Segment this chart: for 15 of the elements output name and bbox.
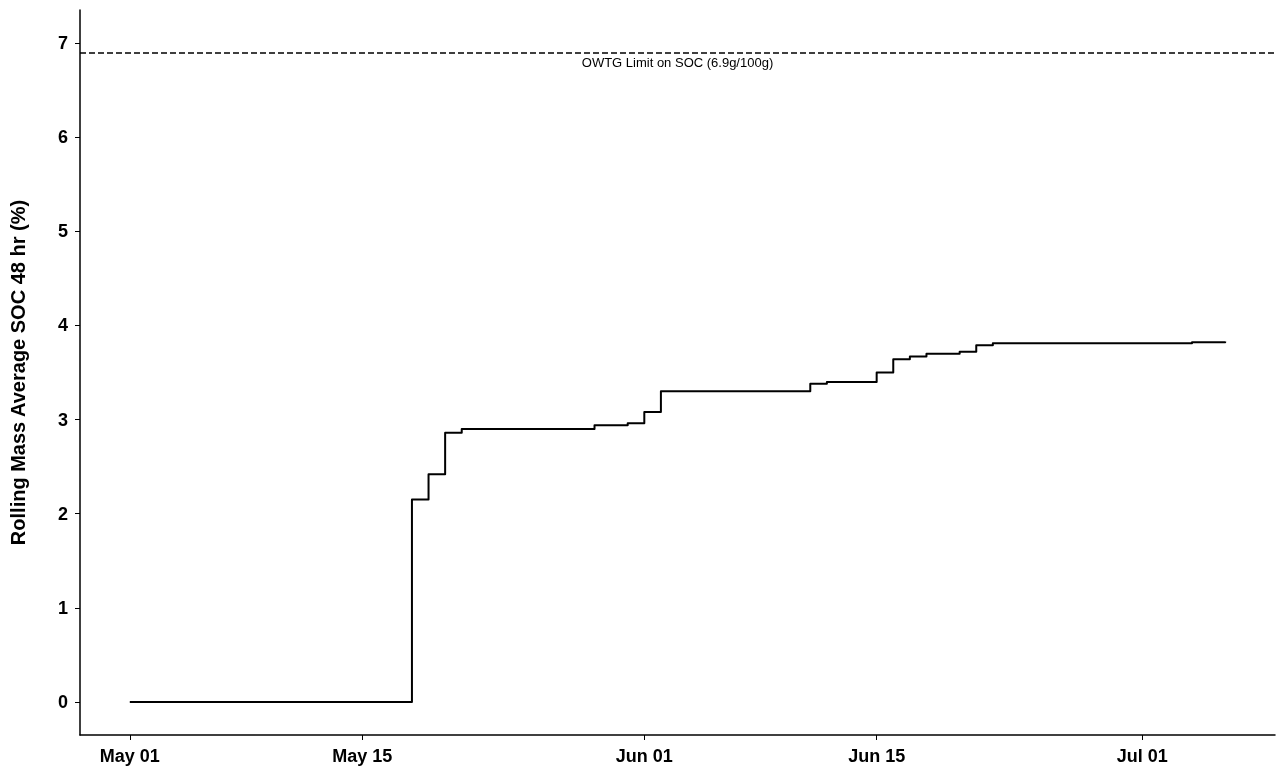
x-tick-label: Jun 15 [848, 746, 906, 766]
y-tick-label: 4 [57, 315, 68, 336]
x-tick-label: Jun 01 [615, 746, 673, 766]
y-tick-label: 6 [57, 127, 68, 148]
x-tick-label: Jul 01 [1116, 746, 1168, 766]
ref-line-label: OWTG Limit on SOC (6.9g/100g) [581, 55, 774, 71]
y-axis-title: Rolling Mass Average SOC 48 hr (%) [7, 199, 29, 546]
y-tick-label: 1 [57, 597, 68, 618]
x-tick-label: May 15 [332, 746, 393, 766]
y-tick-label: 7 [57, 32, 68, 53]
y-tick-label: 3 [57, 409, 68, 430]
y-tick-label: 0 [57, 692, 68, 713]
x-tick-label: May 01 [99, 746, 160, 766]
y-tick-label: 5 [57, 221, 68, 242]
y-tick-label: 2 [57, 503, 68, 524]
